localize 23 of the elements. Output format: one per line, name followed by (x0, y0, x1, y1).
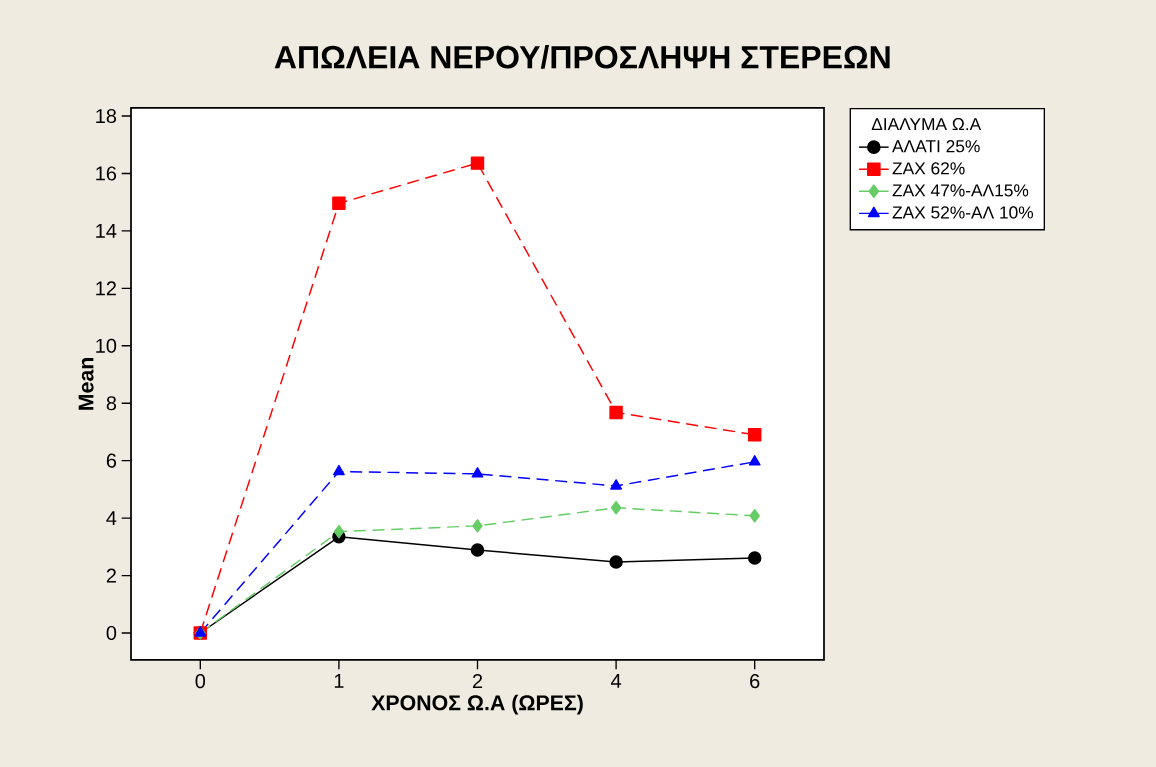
chart-title: ΑΠΩΛΕΙΑ ΝΕΡΟΥ/ΠΡΟΣΛΗΨΗ ΣΤΕΡΕΩΝ (274, 45, 890, 69)
y-tick-label: 0 (106, 625, 117, 641)
legend-label: ΖΑΧ 47%-ΑΛ15% (892, 184, 1029, 197)
x-tick-label: 0 (195, 674, 206, 689)
x-tick-label: 2 (472, 674, 483, 688)
y-tick-label: 12 (96, 281, 116, 296)
x-axis-title: ΧΡΟΝΟΣ Ω.Α (ΩΡΕΣ) (371, 694, 583, 715)
y-tick-label: 14 (96, 224, 117, 238)
y-tick-label: 8 (106, 396, 117, 411)
y-tick-label: 16 (96, 166, 117, 181)
y-tick-label: 18 (96, 108, 117, 124)
y-tick-label: 6 (106, 453, 117, 468)
x-tick-label: 6 (750, 674, 760, 689)
x-tick-label: 4 (611, 674, 622, 688)
legend-label: ΖΑΧ 52%-ΑΛ 10% (892, 206, 1034, 219)
y-tick-label: 2 (106, 568, 116, 583)
legend-title: ΔΙΑΛΥΜΑ Ω.Α (871, 117, 982, 131)
y-axis-title: Mean (78, 358, 94, 410)
legend-label: ΑΛΑΤΙ 25% (892, 140, 980, 153)
y-tick-label: 10 (96, 338, 117, 353)
legend-label: ΖΑΧ 62% (892, 162, 965, 175)
x-tick-label: 1 (334, 674, 344, 688)
y-tick-label: 4 (106, 511, 117, 525)
